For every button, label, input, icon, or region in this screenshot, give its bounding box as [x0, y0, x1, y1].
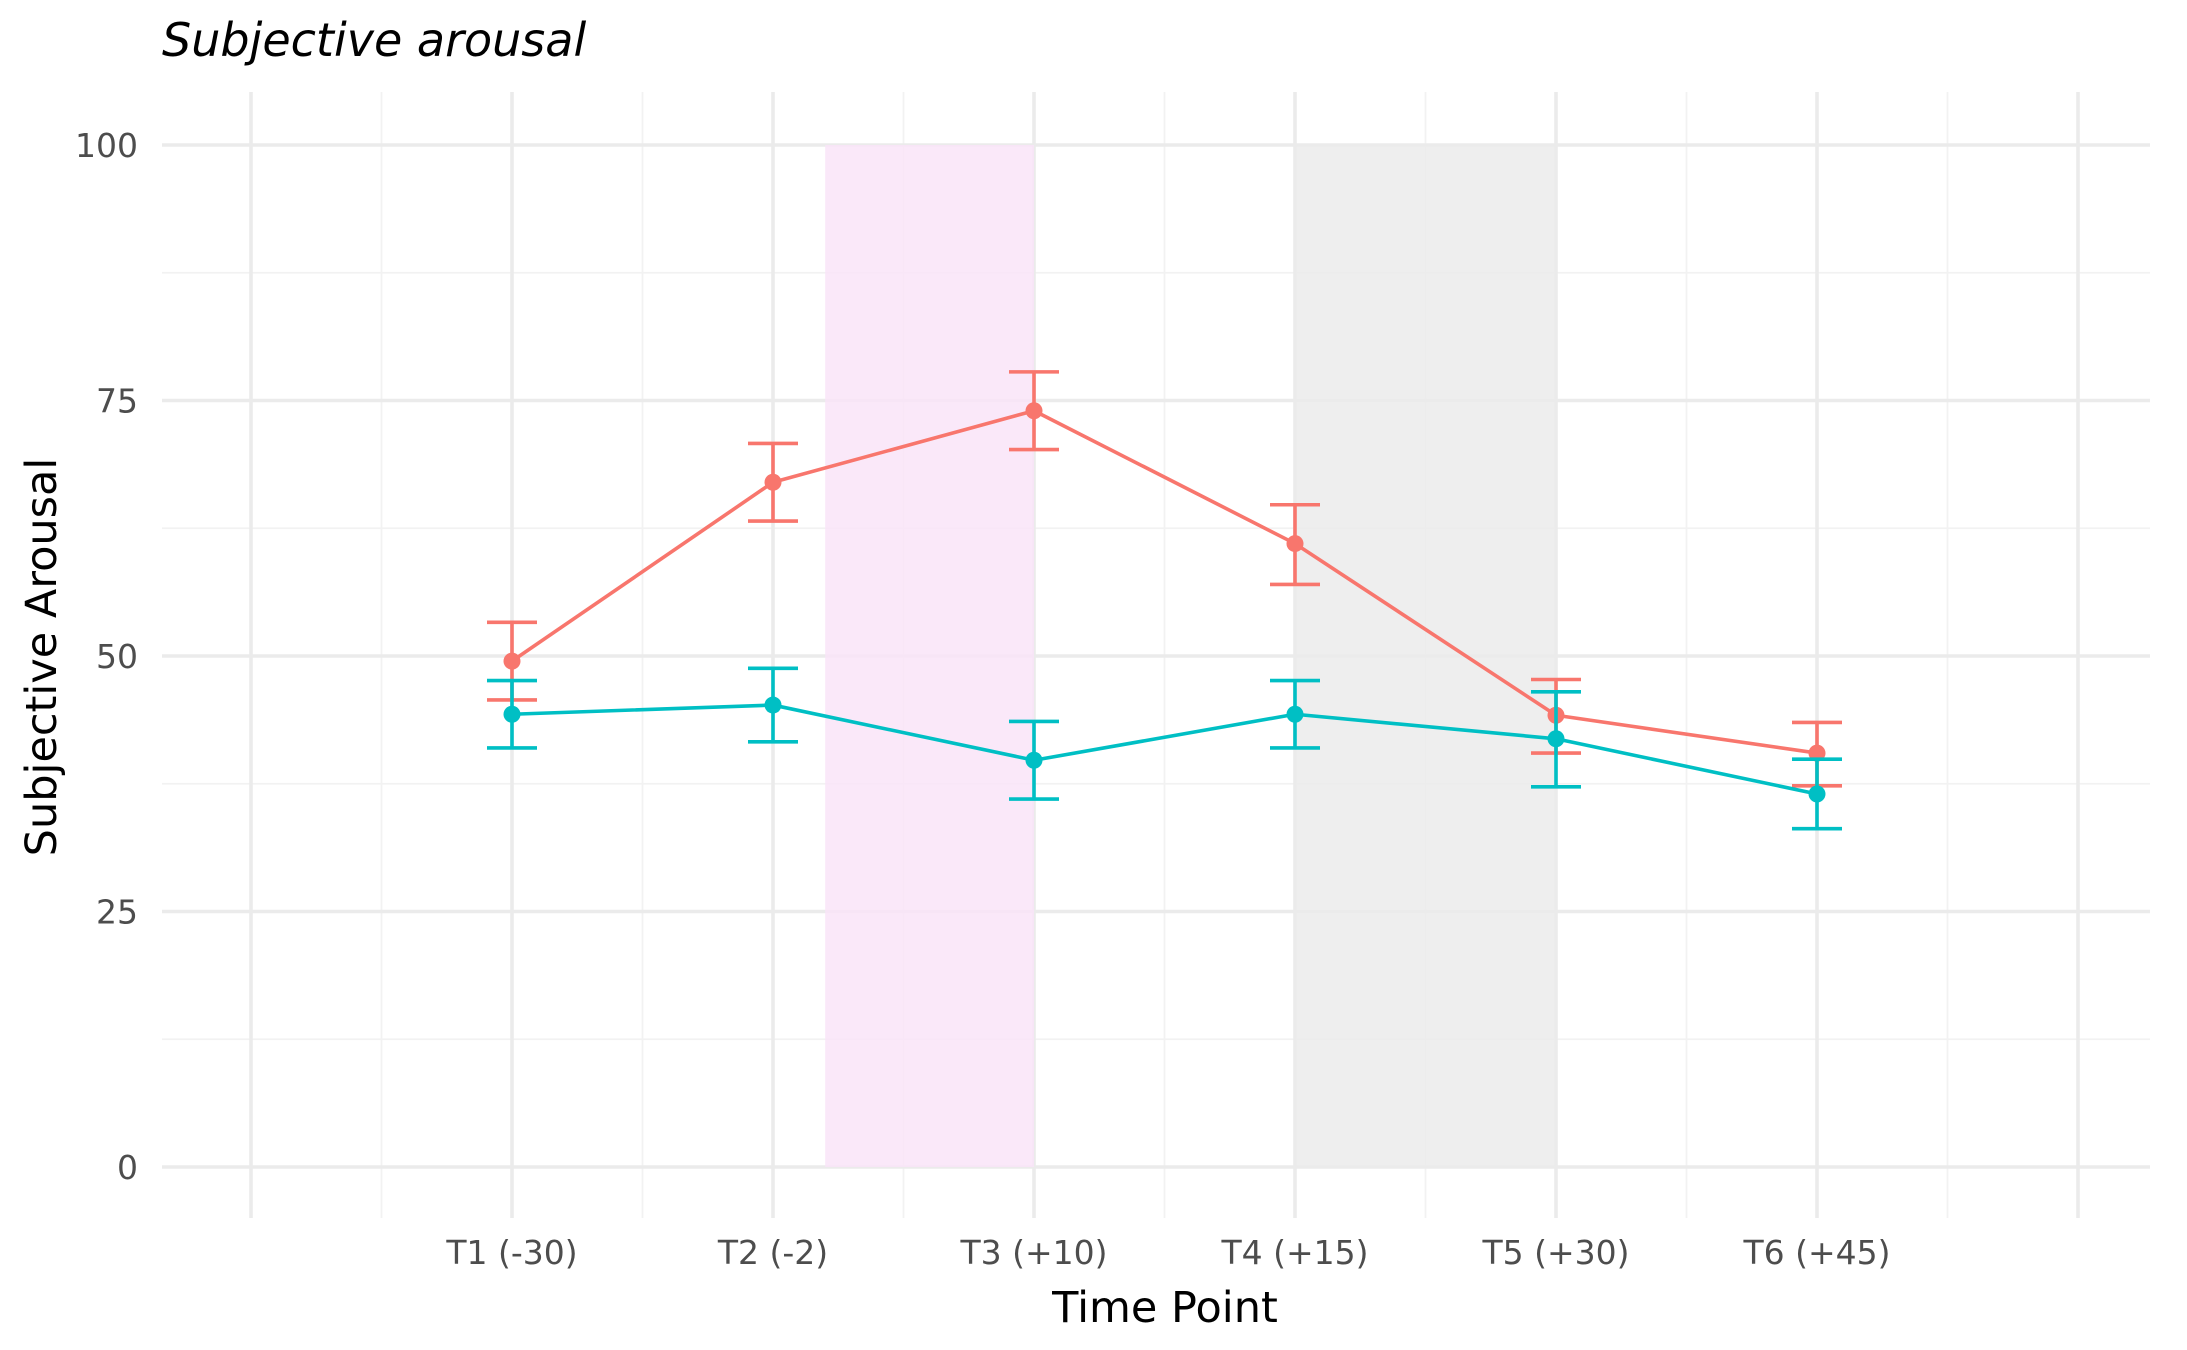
data-point [1808, 785, 1826, 803]
shaded-region [825, 145, 1034, 1167]
data-point [1286, 535, 1304, 553]
major-gridlines [162, 92, 2150, 1218]
y-tick-label: 75 [96, 382, 138, 421]
x-tick-label: T4 (+15) [1220, 1233, 1368, 1272]
data-point [1025, 402, 1043, 420]
data-point [1025, 751, 1043, 769]
x-axis-tick-labels: T1 (-30) T2 (-2) T3 (+10) T4 (+15) T5 (+30) T… [445, 1233, 1890, 1272]
y-axis-tick-labels: 0 25 50 75 100 [75, 126, 138, 1187]
y-axis-title: Subjective Arousal [17, 458, 67, 857]
data-point [764, 473, 782, 491]
data-point [1547, 730, 1565, 748]
series-line [511, 703, 1818, 796]
x-tick-label: T2 (-2) [717, 1233, 828, 1272]
x-axis-title: Time Point [1051, 1283, 1278, 1333]
x-tick-label: T3 (+10) [959, 1233, 1107, 1272]
series-line [510, 408, 1818, 755]
y-tick-label: 100 [75, 126, 138, 165]
x-tick-label: T5 (+30) [1481, 1233, 1629, 1272]
data-point [503, 652, 521, 670]
y-tick-label: 50 [96, 637, 138, 676]
data-point [503, 705, 521, 723]
shaded-region [1295, 145, 1556, 1167]
data-point [764, 696, 782, 714]
data-point [1286, 705, 1304, 723]
data-point [1808, 744, 1826, 762]
data-series [487, 370, 1842, 831]
y-tick-label: 0 [117, 1148, 138, 1187]
shaded-regions [825, 145, 1556, 1167]
x-tick-label: T1 (-30) [445, 1233, 577, 1272]
x-tick-label: T6 (+45) [1742, 1233, 1890, 1272]
chart-title: Subjective arousal [162, 13, 586, 67]
series-2 [487, 666, 1842, 831]
series-1 [487, 370, 1842, 788]
y-tick-label: 25 [96, 893, 138, 932]
